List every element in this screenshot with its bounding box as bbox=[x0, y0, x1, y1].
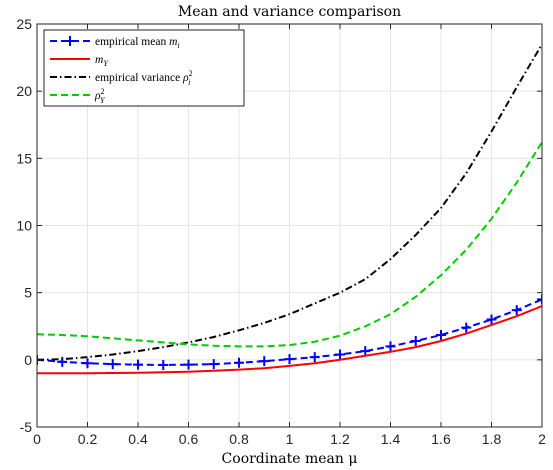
data-point bbox=[133, 359, 143, 370]
x-tick-label: 1.8 bbox=[482, 431, 502, 447]
legend-label-sub: Y bbox=[100, 96, 106, 105]
legend-item: ρ2 Y bbox=[50, 87, 106, 105]
x-tick-label: 1.2 bbox=[330, 431, 350, 447]
series-group bbox=[37, 43, 542, 375]
legend-item: empirical variance ρ2 i bbox=[50, 69, 193, 87]
legend-label-symbol: ρ bbox=[94, 90, 101, 102]
legend-item: empirical mean mi bbox=[50, 36, 180, 50]
chart-title: Mean and variance comparison bbox=[178, 4, 401, 20]
data-point bbox=[259, 356, 270, 367]
data-point bbox=[284, 354, 295, 365]
y-tick-label: 5 bbox=[24, 285, 32, 301]
y-tick-label: -5 bbox=[20, 419, 33, 435]
data-point bbox=[537, 294, 542, 305]
legend-label-text: empirical mean bbox=[95, 36, 169, 48]
legend-label-sub: i bbox=[188, 78, 190, 87]
legend-label-sub: i bbox=[177, 41, 179, 50]
legend-label: empirical variance ρ2 i bbox=[95, 69, 193, 87]
x-axis-label: Coordinate mean μ bbox=[222, 451, 358, 467]
x-tick-label: 0.6 bbox=[179, 431, 199, 447]
x-tick-label: 0.4 bbox=[128, 431, 148, 447]
series-line bbox=[37, 298, 542, 366]
data-point bbox=[436, 329, 446, 340]
y-tick-label: 10 bbox=[16, 218, 32, 234]
data-point bbox=[410, 336, 421, 347]
data-point bbox=[107, 359, 118, 370]
legend-label-text: empirical variance bbox=[95, 72, 183, 84]
data-point bbox=[158, 359, 169, 370]
legend-label: empirical mean mi bbox=[95, 36, 180, 50]
x-tick-label: 1.6 bbox=[431, 431, 451, 447]
legend-label-sup: 2 bbox=[101, 87, 105, 96]
y-tick-label: 20 bbox=[16, 83, 32, 99]
legend-item: mY bbox=[50, 54, 109, 68]
data-point bbox=[208, 359, 219, 370]
data-point bbox=[511, 305, 522, 316]
data-point bbox=[309, 352, 320, 363]
data-point bbox=[335, 349, 345, 360]
legend-label-symbol: m bbox=[169, 36, 177, 48]
y-tick-label: 15 bbox=[16, 150, 32, 166]
x-tick-label: 1 bbox=[286, 431, 294, 447]
data-point bbox=[385, 341, 396, 352]
series-line bbox=[37, 43, 542, 361]
legend-label-symbol: m bbox=[95, 54, 103, 66]
legend-box bbox=[43, 29, 245, 107]
data-point bbox=[234, 357, 244, 368]
y-tick-label: 25 bbox=[16, 16, 32, 32]
data-point bbox=[461, 322, 472, 333]
legend-label-symbol: ρ bbox=[182, 72, 189, 84]
x-tick-label: 0 bbox=[33, 431, 41, 447]
data-point bbox=[360, 346, 371, 357]
data-point bbox=[82, 358, 93, 369]
x-tick-label: 1.4 bbox=[381, 431, 401, 447]
legend-label: ρ2 Y bbox=[94, 87, 106, 105]
x-tick-label: 0.8 bbox=[229, 431, 249, 447]
x-tick-label: 2 bbox=[538, 431, 546, 447]
legend-label: mY bbox=[95, 54, 109, 68]
legend-marker bbox=[65, 36, 75, 46]
legend-label-sub: Y bbox=[103, 59, 109, 68]
y-tick-label: 0 bbox=[24, 352, 32, 368]
legend-label-sup: 2 bbox=[189, 69, 193, 78]
data-point bbox=[183, 359, 194, 370]
data-point bbox=[486, 314, 497, 325]
series-line bbox=[37, 305, 542, 375]
x-tick-label: 0.2 bbox=[78, 431, 98, 447]
